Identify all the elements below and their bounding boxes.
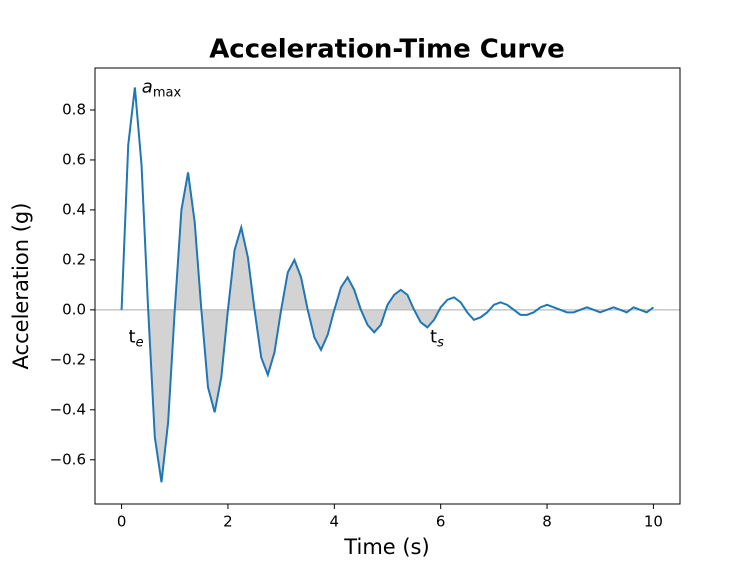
y-tick-label: 0.8 <box>62 100 86 118</box>
annotation-base: t <box>129 326 136 347</box>
y-tick-label: −0.2 <box>50 350 86 368</box>
line-series <box>120 87 655 483</box>
y-tick-label: 0.2 <box>62 250 86 268</box>
y-tick-label: −0.6 <box>50 450 86 468</box>
x-tick-label: 6 <box>436 513 446 531</box>
annotation: amax <box>142 76 182 100</box>
annotation: ts <box>430 326 444 350</box>
annotation-sub: e <box>136 335 144 350</box>
plot-frame <box>94 67 681 505</box>
x-tick-label: 8 <box>542 513 552 531</box>
x-tick-label: 4 <box>330 513 340 531</box>
annotation-base: t <box>430 326 437 347</box>
y-tick-label: 0.0 <box>62 300 86 318</box>
y-tick-label: 0.6 <box>62 150 86 168</box>
x-tick-label: 2 <box>223 513 233 531</box>
chart-title: Acceleration-Time Curve <box>209 35 565 65</box>
x-tick-label: 10 <box>644 513 663 531</box>
annotation-base: a <box>142 76 153 97</box>
y-tick-label: 0.4 <box>62 200 86 218</box>
fill-area <box>148 172 441 483</box>
annotation: te <box>129 326 144 350</box>
x-axis-label: Time (s) <box>343 535 429 559</box>
annotation-sub: s <box>437 335 444 350</box>
x-tick-label: 0 <box>117 513 127 531</box>
y-tick-label: −0.4 <box>50 400 86 418</box>
annotation-sub: max <box>153 85 182 100</box>
y-axis-label: Acceleration (g) <box>9 203 33 370</box>
